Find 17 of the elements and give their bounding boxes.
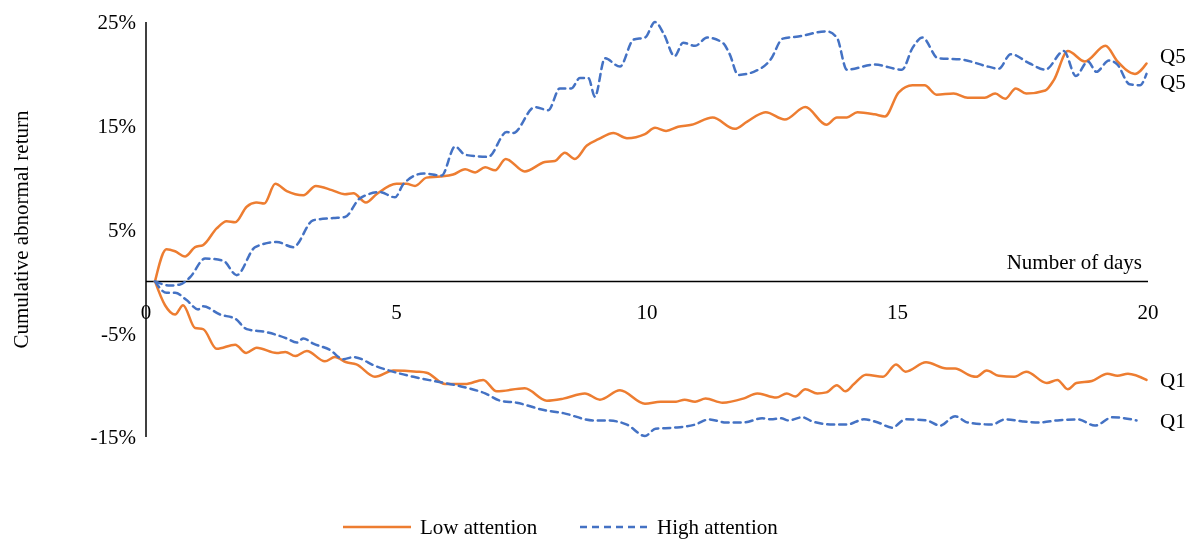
y-tick-label: -5% xyxy=(101,321,136,346)
legend-label: High attention xyxy=(657,515,779,540)
text: Q5 xyxy=(1160,44,1186,69)
x-tick-label: 20 xyxy=(1137,300,1159,325)
text: Q5 xyxy=(1160,70,1186,95)
y-tick-label: -15% xyxy=(90,425,136,450)
x-tick-label: 15 xyxy=(887,300,908,325)
y-tick-label: 25% xyxy=(97,10,136,35)
x-tick-label: 10 xyxy=(636,300,658,325)
text: Q1 xyxy=(1160,408,1186,433)
y-tick-label: 15% xyxy=(97,114,136,139)
y-axis-title: Cumulative abnormal return xyxy=(9,110,33,349)
text: Q1 xyxy=(1160,368,1186,393)
y-tick-label: 5% xyxy=(108,217,136,242)
legend-label: Low attention xyxy=(420,515,538,540)
x-tick-label: 5 xyxy=(391,300,402,325)
x-axis-title: Number of days xyxy=(1006,250,1142,275)
